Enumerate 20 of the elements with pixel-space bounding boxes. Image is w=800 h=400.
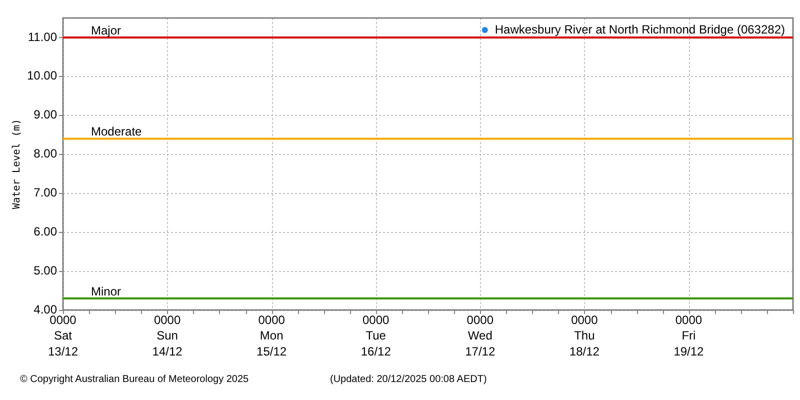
- ref-line-label: Minor: [91, 284, 122, 298]
- text: © Copyright Australian Bureau of Meteorology 2025: [20, 374, 249, 385]
- x-tick-label: 0000 Thu 18/12: [569, 313, 600, 358]
- x-tick-label: 0000 Sun 14/12: [152, 313, 183, 358]
- y-tick-label: 11.00: [28, 30, 58, 44]
- legend-label: Hawkesbury River at North Richmond Bridge (063282): [494, 22, 786, 36]
- text: (Updated: 20/12/2025 00:08 AEDT): [330, 374, 487, 385]
- ref-line-label: Moderate: [91, 124, 142, 139]
- x-tick-label: 0000 Fri 19/12: [674, 313, 704, 358]
- y-tick-label: 10.00: [26, 68, 58, 83]
- y-tick-label: 9.00: [34, 108, 58, 122]
- y-axis-title: Water Level (m): [12, 118, 23, 210]
- y-tick-label: 5.00: [34, 263, 58, 278]
- y-tick-label: 7.00: [34, 186, 58, 200]
- x-tick-label: 0000 Tue 16/12: [360, 313, 392, 358]
- x-tick-label: 0000 Wed 17/12: [465, 313, 496, 358]
- y-tick-label: 6.00: [34, 224, 58, 238]
- ref-line-label: Major: [91, 23, 122, 38]
- x-tick-label: 0000 Mon 15/12: [256, 313, 287, 358]
- y-tick-label: 8.00: [34, 146, 58, 161]
